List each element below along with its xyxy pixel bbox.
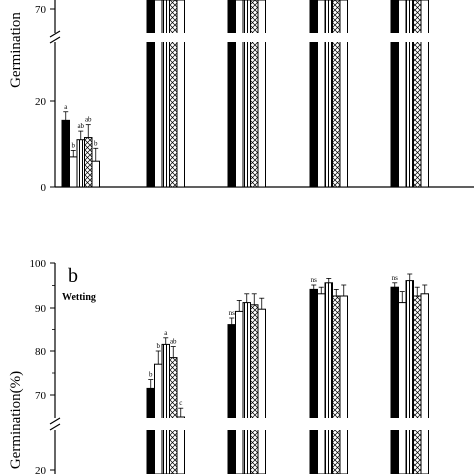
bar-b-g1-T4 — [169, 357, 178, 474]
bar-b-g3-T5 — [339, 295, 348, 474]
bar-a-g4-T2 — [398, 0, 407, 188]
bar-b-g2-T5 — [257, 308, 266, 474]
sig-label-a-g1-T5: b — [94, 139, 98, 147]
bar-a-g3-T2 — [317, 0, 326, 188]
axis-gap-a-g2 — [227, 33, 267, 42]
bar-b-g3-T4 — [332, 295, 341, 474]
bar-a-g1-T2 — [154, 0, 163, 188]
axis-gap-b-g2 — [227, 418, 267, 430]
panel-b-subtitle: Wetting — [62, 292, 96, 303]
sig-label-b-g1-T2: b — [157, 342, 161, 350]
axis-gap-b-g4 — [390, 418, 430, 430]
panel-b-letter: b — [68, 265, 78, 287]
bar-b-g1-T1 — [146, 387, 155, 474]
panel-a-ytick-label-20: 20 — [35, 96, 47, 108]
bar-a-g4-T1 — [390, 0, 399, 188]
panel-b-ytick-label-20: 20 — [35, 465, 47, 474]
panel-b-axis: 100 90 80 70 20 — [30, 258, 61, 474]
panel-b-ytick-label-70: 70 — [35, 390, 47, 402]
bar-b-g4-T2 — [398, 302, 407, 474]
sig-label-a-g1-T3: ab — [77, 122, 84, 130]
panel-b-ytick-label-80: 80 — [35, 346, 47, 358]
sig-label-a-g1-T1: a — [64, 103, 68, 111]
bar-a-g1-T2 — [69, 156, 78, 188]
panel-b-ytick-label-90: 90 — [35, 303, 47, 315]
bar-a-g1-T1 — [61, 119, 70, 188]
bar-b-g4-T5 — [420, 293, 429, 474]
bar-a-g2-T5 — [257, 0, 266, 188]
axis-gap-b-g3 — [309, 418, 349, 430]
bar-b-g4-T3 — [405, 280, 414, 474]
panel-a-ytick-label-70: 70 — [35, 4, 47, 16]
panel-b-ylabel: Germination(%) — [8, 371, 24, 469]
bar-a-g1-T5 — [176, 0, 185, 188]
bar-b-g3-T3 — [324, 282, 333, 474]
bar-b-g4-T1 — [390, 286, 399, 474]
bar-a-g2-T2 — [235, 0, 244, 188]
panel-b-ytick-label-100: 100 — [30, 258, 47, 270]
axis-gap-b-g1 — [146, 418, 186, 430]
sig-label-a-g1-T2: b — [72, 141, 76, 149]
bar-a-g3-T3 — [324, 0, 333, 188]
bar-a-g3-T4 — [332, 0, 341, 188]
bar-b-g2-T3 — [242, 302, 251, 474]
sig-label-b-g4-T1: ns — [392, 274, 399, 282]
bar-a-g1-T4 — [169, 0, 178, 188]
bar-a-g2-T4 — [250, 0, 259, 188]
bar-a-g1-T3 — [161, 0, 170, 188]
bar-a-g1-T5 — [91, 160, 100, 188]
bar-a-g4-T5 — [420, 0, 429, 188]
panel-a-ytick-label-0: 0 — [41, 182, 47, 194]
bar-a-g1-T4 — [84, 137, 93, 188]
bar-a-g2-T1 — [227, 0, 236, 188]
bar-b-g3-T1 — [309, 288, 318, 474]
bar-a-g1-T3 — [76, 139, 85, 188]
bar-b-g1-T3 — [161, 343, 170, 474]
panel-b: 100 90 80 70 20 b Wetting Germination(%)… — [8, 258, 430, 474]
bar-a-g3-T5 — [339, 0, 348, 188]
sig-label-b-g1-T1: b — [149, 371, 153, 379]
bar-a-g1-T1 — [146, 0, 155, 188]
bar-a-g3-T1 — [309, 0, 318, 188]
sig-label-b-g1-T3: a — [164, 329, 168, 337]
sig-label-b-g1-T5: c — [179, 399, 182, 407]
bar-b-g2-T2 — [235, 310, 244, 474]
panel-a-ylabel: Germination — [8, 12, 24, 88]
bar-b-g2-T1 — [227, 324, 236, 474]
panel-b-axis-break — [49, 417, 61, 431]
sig-label-b-g1-T4: ab — [170, 338, 177, 346]
bar-a-g2-T3 — [242, 0, 251, 188]
bar-b-g2-T4 — [250, 304, 259, 474]
sig-label-b-g2-T1: ns — [229, 309, 236, 317]
panel-a-axis-break — [49, 30, 61, 44]
bar-b-g4-T4 — [413, 295, 422, 474]
bar-a-g4-T3 — [405, 0, 414, 188]
axis-gap-a-g4 — [390, 33, 430, 42]
axis-gap-a-g1 — [146, 33, 186, 42]
sig-label-b-g3-T1: ns — [311, 276, 318, 284]
bar-a-g4-T4 — [413, 0, 422, 188]
axis-gap-a-g3 — [309, 33, 349, 42]
sig-label-a-g1-T4: ab — [85, 116, 92, 124]
bar-b-g3-T2 — [317, 293, 326, 474]
